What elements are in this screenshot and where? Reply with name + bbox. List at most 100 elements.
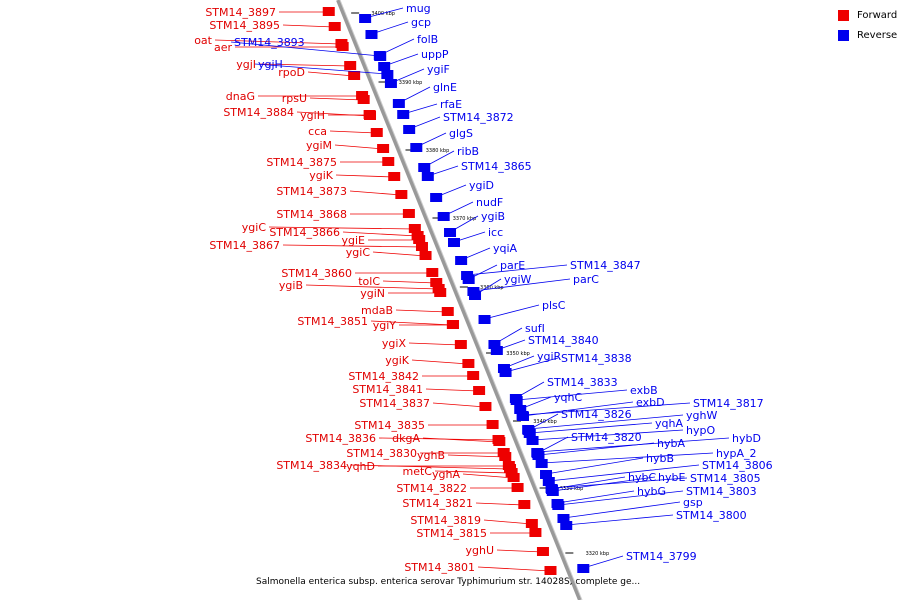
reverse-gene-label: parE [500,259,525,272]
forward-gene-block [467,371,480,380]
reverse-gene-block [384,79,397,88]
reverse-gene-block [403,125,416,134]
reverse-gene-label: hypO [686,424,715,437]
reverse-gene-label: ygiR [537,350,562,363]
forward-gene-label: ygiC [242,221,267,234]
forward-gene-block [413,235,426,244]
reverse-gene-block [365,30,378,39]
reverse-gene-label: exbB [630,384,658,397]
reverse-gene-label: yqiA [493,242,518,255]
reverse-gene-label: nudF [476,196,503,209]
reverse-gene-block [418,163,431,172]
forward-gene-block [382,157,395,166]
reverse-gene-label: hybE [658,471,685,484]
reverse-gene-label: hybD [732,432,761,445]
forward-gene-label: STM14_3835 [354,419,425,432]
reverse-gene-label: glnE [433,81,457,94]
forward-gene-block [419,251,432,260]
reverse-gene-block [490,346,503,355]
forward-gene-label: STM14_3851 [297,315,368,328]
forward-gene-block [505,468,518,477]
kbp-label: 3340 kbp [533,419,557,425]
reverse-gene-block [531,448,544,457]
reverse-gene-block [478,315,491,324]
forward-gene-label: STM14_3815 [416,527,487,540]
forward-leader [411,359,469,365]
legend-reverse: Reverse [838,28,898,43]
reverse-gene-label: STM14_3806 [702,459,773,472]
forward-gene-label: ygiC [346,246,371,259]
forward-gene-label: STM14_3868 [276,208,347,221]
reverse-gene-label: ygiW [504,273,532,286]
reverse-gene-block [455,256,468,265]
reverse-leader [484,304,540,320]
forward-leader [408,342,461,346]
reverse-gene-label: ygiD [469,179,494,192]
reverse-gene-label: folB [417,33,438,46]
reverse-gene-label: STM14_3833 [547,376,618,389]
forward-gene-block [499,452,512,461]
forward-gene-label: STM14_3875 [266,156,337,169]
reverse-gene-label: hybA [657,437,685,450]
forward-gene-block [363,110,376,119]
forward-leader [477,566,551,572]
genome-caption: Salmonella enterica subsp. enterica sero… [256,577,641,587]
reverse-gene-label: STM14_3872 [443,111,514,124]
forward-gene-label: dnaG [226,90,255,103]
reverse-gene-label: STM14_3800 [676,509,747,522]
forward-gene-label: yqhD [346,460,375,473]
forward-gene-block [344,61,357,70]
kbp-label: 3380 kbp [426,148,450,154]
forward-leader [462,473,514,479]
forward-leader [342,231,418,237]
reverse-gene-block [577,564,590,573]
reverse-leader [365,7,404,19]
reverse-gene-block [557,514,570,523]
reverse-leader [551,477,688,489]
reverse-leader [467,264,568,276]
reverse-leader [230,41,381,57]
forward-gene-label: oat [194,34,212,47]
forward-leader [335,174,395,178]
forward-gene-block [454,340,467,349]
forward-gene-block [430,278,443,287]
reverse-gene-block [560,521,573,530]
reverse-gene-block [542,477,555,486]
reverse-gene-block [499,368,512,377]
reverse-gene-label: ygiB [481,210,505,223]
forward-gene-label: rpoD [278,66,305,79]
reverse-gene-block [535,459,548,468]
reverse-gene-label: STM14_3803 [686,485,757,498]
reverse-leader [541,452,714,464]
reverse-gene-block [540,470,553,479]
reverse-gene-label: yghW [686,409,717,422]
reverse-leader [254,63,388,75]
reverse-gene-label: STM14_3847 [570,259,641,272]
forward-gene-label: STM14_3897 [205,6,276,19]
forward-gene-label: ygiX [382,337,407,350]
forward-leader [382,280,437,284]
forward-gene-block [336,42,349,51]
forward-gene-label: STM14_3873 [276,185,347,198]
forward-gene-label: metC [403,465,433,478]
reverse-gene-label: rfaE [440,98,462,111]
forward-leader [432,402,486,408]
forward-gene-label: STM14_3836 [305,432,376,445]
forward-gene-label: STM14_3866 [269,226,340,239]
legend: Forward Reverse [838,8,898,48]
reverse-gene-label: ygiF [427,63,450,76]
forward-leader [258,63,351,67]
reverse-gene-block [444,228,457,237]
forward-gene-block [536,547,549,556]
forward-gene-block [529,528,542,537]
forward-leader [349,464,511,470]
reverse-gene-label: STM14_3840 [528,334,599,347]
forward-leader [475,502,525,506]
reverse-gene-label: yqhA [655,417,683,430]
forward-gene-label: dkgA [392,432,420,445]
forward-gene-block [426,268,439,277]
forward-gene-label: rpsU [282,92,307,105]
forward-gene-block [544,566,557,575]
reverse-leader [548,464,700,482]
